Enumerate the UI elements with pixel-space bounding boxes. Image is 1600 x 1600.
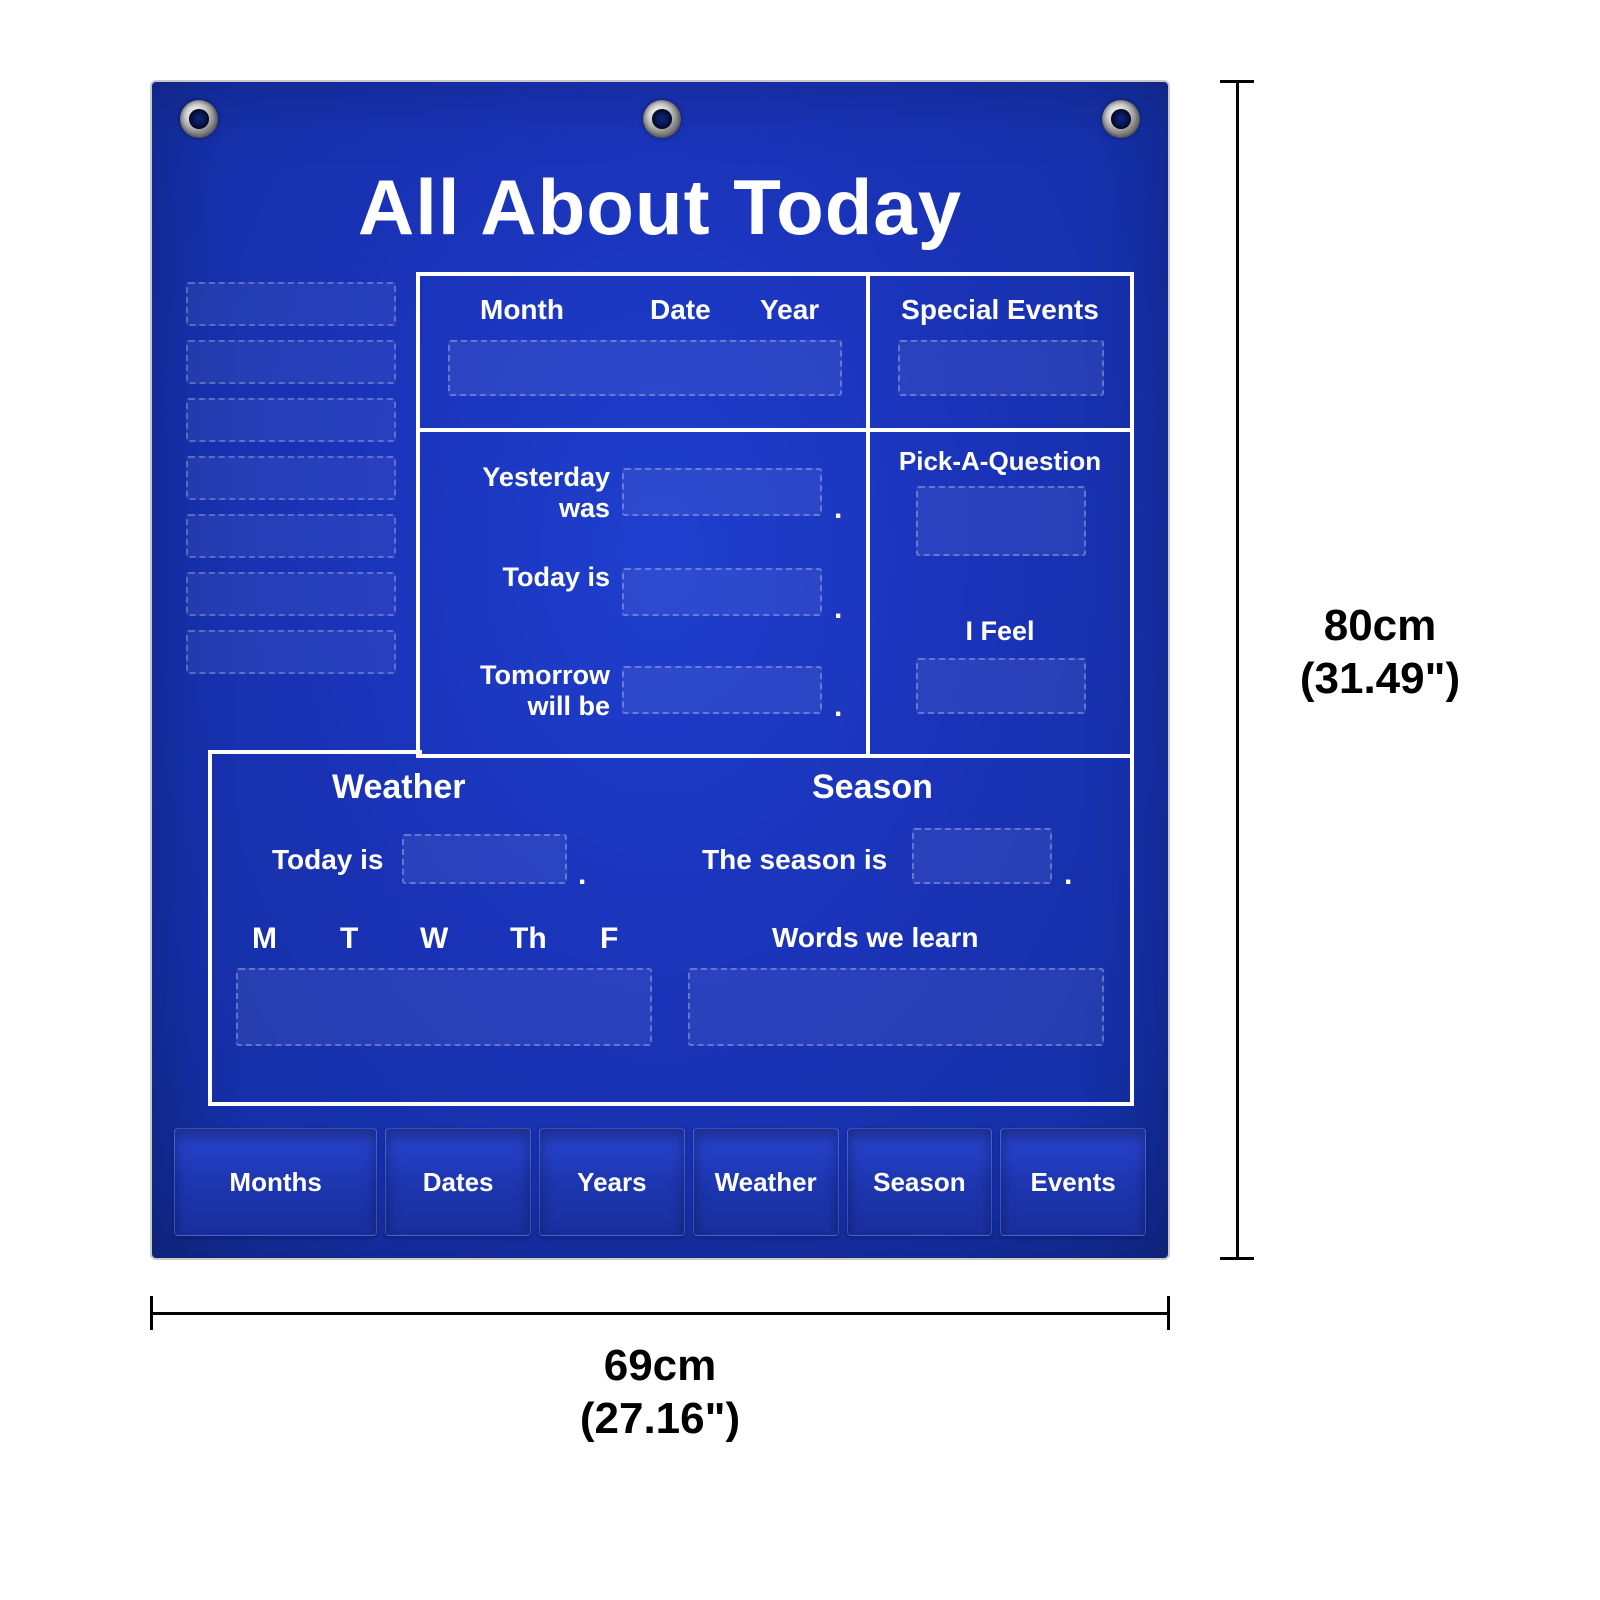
pocket-dates: Dates [385,1128,531,1236]
storage-pockets: Months Dates Years Weather Season Events [174,1128,1146,1236]
season-slot [912,828,1052,884]
sidebar-slot [186,398,396,442]
pocket-years: Years [539,1128,685,1236]
grommet-center [643,100,681,138]
date-box: Month Date Year [416,272,870,432]
dim-height-in: (31.49") [1270,653,1490,706]
label-month: Month [480,294,564,326]
yesterday-slot [622,468,822,516]
period-dot: . [834,690,842,724]
heading-season: Season [812,768,933,807]
period-dot: . [578,858,586,892]
weekday-th: Th [510,922,547,956]
days-box: Yesterday was . Today is . Tomorrow will… [416,428,870,758]
i-feel-slot [916,658,1086,714]
label-special-events: Special Events [870,294,1130,326]
special-events-slot [898,340,1104,396]
today-slot [622,568,822,616]
dim-height-text: 80cm (31.49") [1270,600,1490,706]
pick-question-slot [916,486,1086,556]
grommet-left [180,100,218,138]
dim-tick [1220,1257,1254,1260]
dim-width-in: (27.16") [510,1393,810,1446]
weather-week-slot [236,968,652,1046]
period-dot: . [834,592,842,626]
pocket-chart: All About Today Month Date Year Special … [150,80,1170,1260]
weekday-w: W [420,922,448,956]
period-dot: . [834,492,842,526]
dim-width-cm: 69cm [510,1340,810,1393]
chart-title: All About Today [152,162,1168,253]
sidebar-slot [186,514,396,558]
border-segment [208,750,422,754]
pocket-season: Season [847,1128,993,1236]
sidebar-slot [186,456,396,500]
pocket-events: Events [1000,1128,1146,1236]
pocket-weather: Weather [693,1128,839,1236]
tomorrow-slot [622,666,822,714]
sidebar-slot [186,282,396,326]
label-yesterday: Yesterday was [450,462,610,524]
label-pick-a-question: Pick-A-Question [870,446,1130,477]
question-feel-box: Pick-A-Question I Feel [866,428,1134,758]
heading-weather: Weather [332,768,466,807]
weather-season-box: Weather Season Today is . The season is … [208,754,1134,1106]
dim-width-text: 69cm (27.16") [510,1340,810,1446]
label-date: Date [650,294,711,326]
period-dot: . [1064,858,1072,892]
weekday-m: M [252,922,277,956]
dim-height-cm: 80cm [1270,600,1490,653]
date-slot [448,340,842,396]
label-today: Today is [450,562,610,593]
sidebar-slot [186,340,396,384]
grommet-right [1102,100,1140,138]
dim-tick [1167,1296,1170,1330]
dim-line-width [150,1312,1170,1315]
label-year: Year [760,294,819,326]
label-tomorrow: Tomorrow will be [450,660,610,722]
pocket-months: Months [174,1128,377,1236]
sidebar-slot [186,572,396,616]
label-season-is: The season is [702,844,887,876]
label-today-is: Today is [272,844,384,876]
words-slot [688,968,1104,1046]
label-words-we-learn: Words we learn [772,922,978,954]
sidebar-slot [186,630,396,674]
weekday-f: F [600,922,618,956]
stage: All About Today Month Date Year Special … [150,80,1450,1520]
special-events-box: Special Events [866,272,1134,432]
label-i-feel: I Feel [870,616,1130,647]
weekday-t: T [340,922,358,956]
weather-today-slot [402,834,567,884]
dim-line-height [1236,80,1239,1260]
